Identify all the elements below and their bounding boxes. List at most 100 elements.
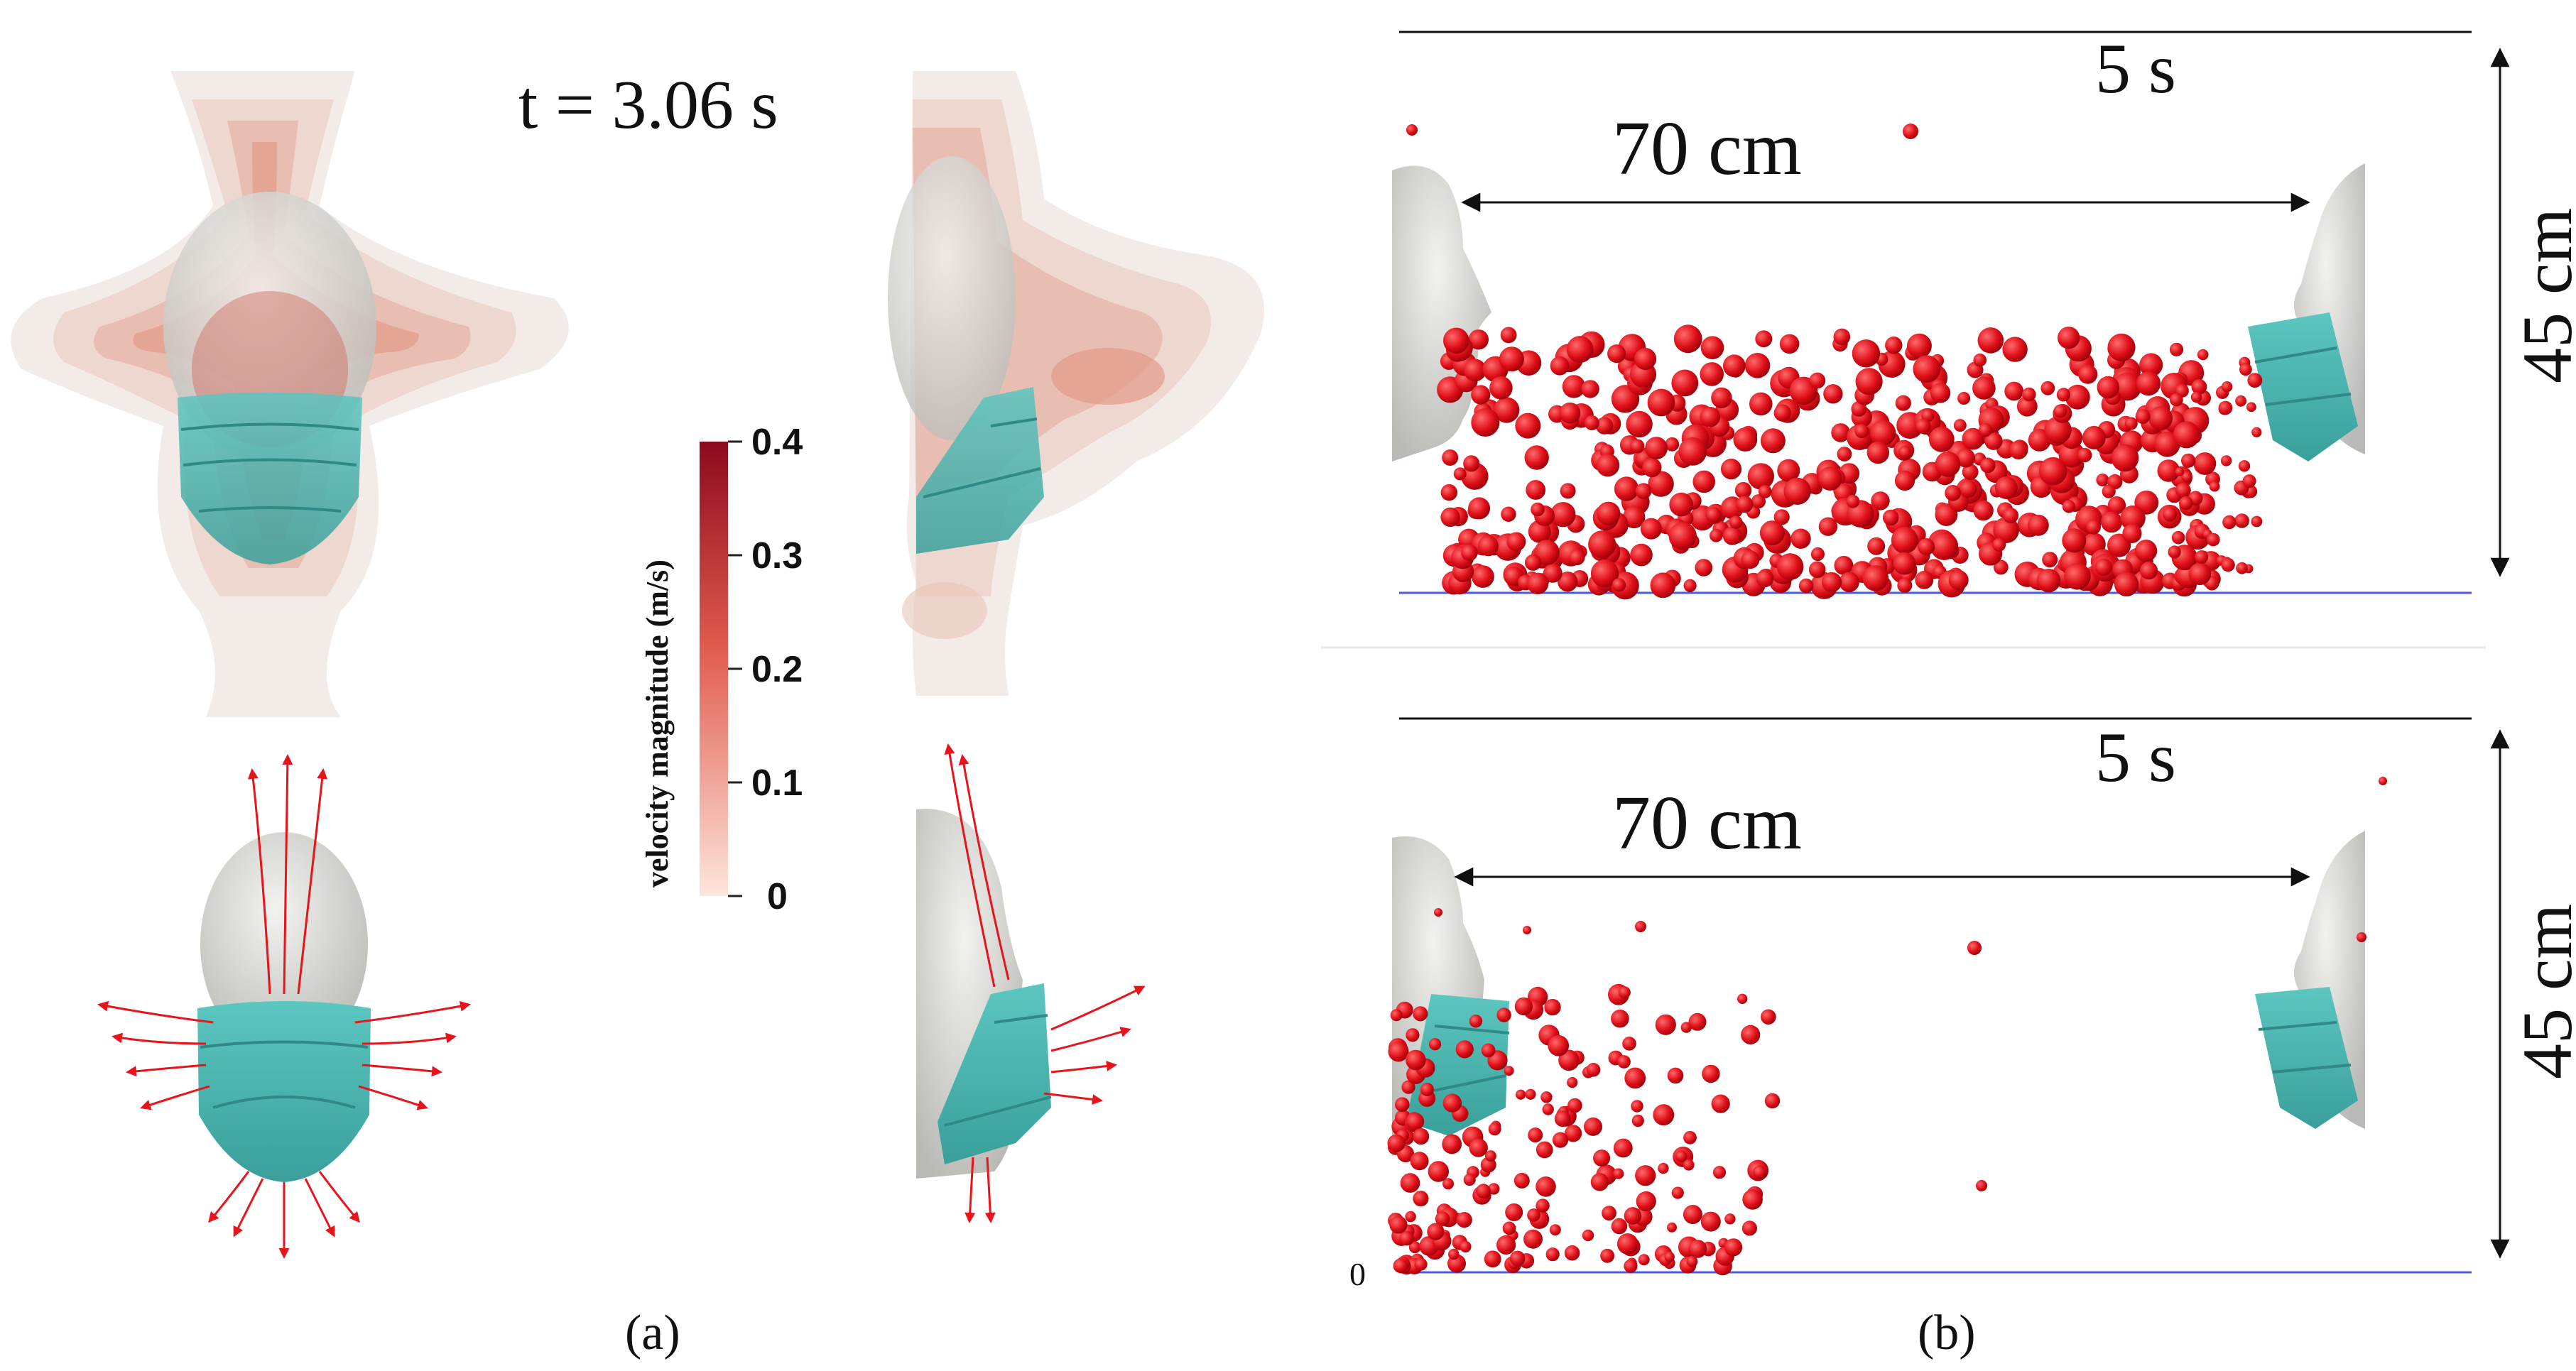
droplet — [1624, 1259, 1638, 1273]
droplet — [2171, 530, 2185, 545]
droplet — [2239, 363, 2252, 376]
droplet — [1972, 376, 1996, 400]
droplet — [1635, 921, 1646, 932]
droplet — [1494, 397, 1520, 423]
droplet — [1973, 501, 1994, 521]
droplet — [1756, 569, 1774, 588]
droplet — [1683, 1205, 1702, 1224]
droplet — [1536, 1141, 1553, 1159]
time-label-top: 5 s — [2095, 29, 2176, 108]
droplet — [1776, 553, 1804, 581]
droplet — [1630, 439, 1645, 454]
droplet — [1869, 420, 1896, 446]
droplet — [1607, 344, 1626, 364]
droplet — [1818, 517, 1838, 536]
droplet — [1720, 459, 1742, 480]
droplet — [2042, 552, 2058, 568]
droplet — [1623, 506, 1646, 529]
droplet — [1928, 426, 1955, 452]
droplet — [1722, 526, 1742, 545]
droplet — [2107, 496, 2126, 515]
droplet — [1410, 1152, 1429, 1171]
droplet — [1668, 522, 1697, 550]
droplet — [2188, 562, 2212, 586]
droplet — [1711, 1094, 1730, 1113]
droplet — [2173, 421, 2200, 449]
droplet — [2113, 372, 2142, 401]
droplet — [1683, 1130, 1697, 1145]
droplet-cloud-top — [1437, 324, 2263, 600]
droplet — [2193, 452, 2217, 475]
droplet — [1435, 1211, 1450, 1226]
droplet — [1442, 449, 1459, 466]
droplet — [1496, 1007, 1511, 1022]
droplet — [1647, 388, 1675, 417]
droplet — [1979, 457, 1996, 474]
droplet — [1724, 1238, 1743, 1257]
droplet — [1443, 327, 1469, 354]
droplet — [1692, 470, 1715, 493]
droplet — [1560, 483, 1576, 499]
droplet — [1597, 501, 1621, 525]
droplet — [1484, 1250, 1501, 1268]
droplet — [1665, 437, 1680, 452]
droplet — [1736, 496, 1754, 513]
droplet — [1671, 369, 1699, 397]
droplet — [1509, 1250, 1526, 1267]
droplet — [1564, 1245, 1580, 1261]
droplet — [1550, 356, 1570, 376]
droplet — [1653, 1104, 1675, 1126]
droplet — [1977, 327, 2004, 354]
droplet — [1420, 1083, 1434, 1096]
droplet — [1525, 1088, 1536, 1100]
droplet — [1484, 1150, 1496, 1162]
droplet — [1502, 1221, 1516, 1235]
droplet — [1559, 402, 1581, 424]
droplet — [1523, 1229, 1543, 1249]
droplet — [1751, 494, 1766, 509]
droplet — [1582, 1229, 1594, 1242]
droplet — [2181, 471, 2192, 483]
droplet — [1993, 559, 2009, 575]
droplet — [1702, 1064, 1720, 1083]
droplet — [1595, 417, 1614, 435]
droplet — [1472, 565, 1494, 588]
droplet — [2016, 395, 2038, 417]
droplet — [1935, 451, 1961, 477]
droplet — [1505, 1203, 1523, 1221]
droplet — [1866, 441, 1889, 464]
droplet — [1406, 1049, 1426, 1071]
droplet — [1542, 1103, 1554, 1115]
droplet — [1809, 372, 1826, 389]
droplet — [1477, 535, 1499, 557]
droplet — [1957, 392, 1971, 405]
droplet — [1962, 427, 1984, 450]
droplet — [2077, 447, 2092, 463]
droplet — [1622, 1037, 1636, 1051]
droplet — [2148, 406, 2173, 430]
droplet — [1471, 385, 1491, 405]
droplet — [1558, 572, 1578, 592]
droplet — [1994, 476, 2018, 499]
droplet — [2096, 474, 2109, 486]
colorbar-tick-0.1: 0.1 — [751, 763, 803, 804]
droplet — [1389, 1216, 1408, 1234]
droplet — [1567, 1098, 1582, 1113]
droplet — [1759, 520, 1785, 546]
droplet — [1755, 330, 1773, 348]
droplet — [1906, 333, 1932, 359]
droplet — [2124, 417, 2138, 430]
droplet — [2065, 384, 2090, 410]
droplet — [1488, 1183, 1500, 1195]
droplet — [1611, 1218, 1628, 1235]
droplet — [2139, 562, 2158, 580]
droplet — [1855, 368, 1883, 395]
droplet — [1536, 1176, 1556, 1197]
droplet — [1642, 457, 1662, 478]
droplet — [2028, 514, 2049, 536]
droplet — [1405, 1211, 1416, 1223]
droplet — [1387, 1134, 1406, 1152]
droplet — [1903, 124, 1918, 139]
droplet — [1624, 1067, 1646, 1089]
droplet — [1930, 532, 1959, 560]
